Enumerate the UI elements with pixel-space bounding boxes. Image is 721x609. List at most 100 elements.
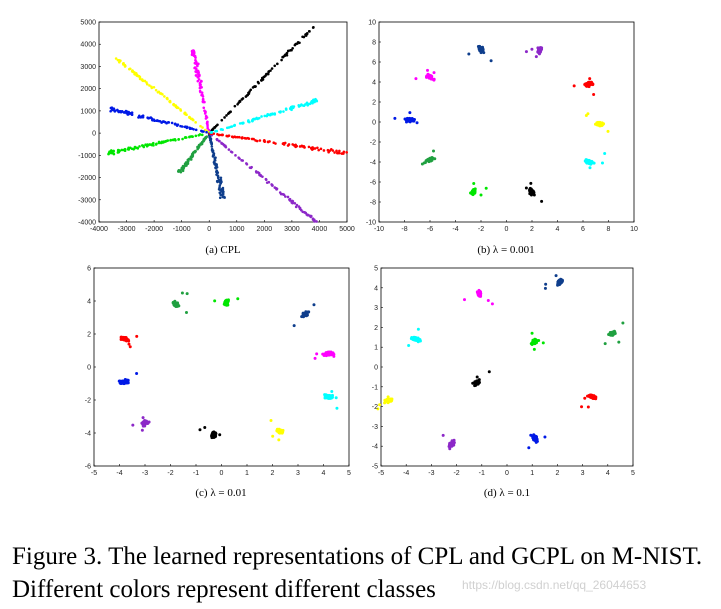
y-tick-labels: -5 -4 -3 -2 -1 0 1 2 3 4 5 — [372, 266, 383, 471]
y-tick-label: 4 — [374, 285, 378, 292]
point — [124, 64, 127, 68]
cluster-blue — [117, 371, 139, 386]
outlier-point — [450, 439, 454, 443]
y-tick-label: 0 — [87, 365, 91, 372]
outlier-point — [603, 342, 607, 346]
outlier-point — [226, 300, 230, 304]
subplot-label: (d) λ = 0.1 — [484, 487, 530, 499]
point — [227, 111, 231, 115]
point — [225, 126, 229, 130]
point — [265, 114, 269, 118]
point — [218, 133, 221, 137]
point — [267, 70, 270, 74]
point — [477, 380, 481, 384]
point — [280, 58, 283, 62]
point — [335, 149, 338, 153]
x-tick-labels: -5 -4 -3 -2 -1 0 1 2 3 4 5 — [378, 464, 635, 477]
outlier-point — [529, 433, 533, 437]
outlier-point — [541, 341, 545, 345]
y-tick-label: 5 — [374, 266, 378, 273]
point — [533, 436, 537, 440]
subplot-c: -5 -4 -3 -2 -1 0 1 2 3 4 5 -6 -4 -2 0 2 4 6 (c) λ = 0.01 — [85, 266, 351, 500]
point — [202, 106, 206, 110]
y-tick-label: 2 — [87, 332, 91, 339]
point — [426, 158, 430, 162]
point — [185, 113, 188, 117]
x-tick-label: 5000 — [339, 226, 355, 233]
point — [159, 92, 162, 95]
point — [172, 138, 175, 141]
x-tick-label: 3 — [581, 470, 585, 477]
point — [197, 78, 201, 81]
point — [322, 149, 326, 152]
outlier-point — [414, 77, 418, 81]
cluster-navy — [292, 303, 316, 328]
point — [304, 313, 308, 317]
outlier-point — [184, 310, 188, 314]
cluster-blue — [393, 111, 419, 125]
point — [431, 156, 435, 160]
point — [612, 329, 616, 333]
cluster-red — [572, 77, 596, 97]
outlier-point — [482, 51, 486, 55]
outlier-point — [315, 352, 319, 356]
point — [275, 188, 278, 191]
outlier-point — [588, 166, 592, 170]
point — [193, 150, 197, 154]
point — [184, 163, 187, 167]
y-tick-label: -2 — [372, 404, 378, 411]
point — [540, 47, 544, 51]
x-tick-label: -1000 — [173, 226, 191, 233]
outlier-point — [467, 52, 471, 56]
y-tick-label: 4 — [87, 299, 91, 306]
point — [240, 98, 244, 101]
y-tick-label: -4 — [370, 160, 376, 167]
y-tick-label: 0 — [372, 120, 376, 127]
point — [230, 135, 234, 139]
point — [319, 147, 323, 151]
point — [225, 134, 229, 138]
subplot-label: (b) λ = 0.001 — [477, 244, 534, 256]
point — [291, 143, 294, 146]
point — [560, 278, 564, 282]
point — [170, 121, 174, 125]
point — [138, 75, 142, 79]
point — [210, 145, 214, 148]
x-tick-label: 0 — [505, 470, 509, 477]
point — [147, 116, 151, 120]
x-tick-label: -4 — [403, 470, 409, 477]
point — [243, 136, 247, 140]
point — [128, 67, 131, 71]
x-tick-label: 1 — [530, 470, 534, 477]
point — [223, 116, 226, 119]
point — [247, 120, 251, 124]
point — [589, 161, 593, 165]
point — [218, 184, 222, 187]
point — [200, 129, 203, 133]
y-tick-label: 8 — [372, 40, 376, 47]
point — [537, 48, 541, 52]
point — [260, 115, 263, 118]
point — [333, 151, 336, 154]
point — [202, 100, 206, 104]
point — [195, 74, 198, 77]
point — [209, 139, 212, 142]
cluster-red — [580, 393, 598, 409]
point — [280, 431, 284, 435]
point — [264, 178, 268, 182]
cluster-red — [208, 132, 348, 155]
point — [383, 401, 387, 405]
x-tick-label: -3 — [428, 470, 434, 477]
point — [245, 94, 249, 97]
point — [125, 337, 129, 341]
point — [180, 125, 184, 128]
x-tick-labels: -4000 -3000 -2000 -1000 0 1000 2000 3000 4000 500… — [90, 220, 355, 233]
x-tick-label: -6 — [427, 226, 433, 233]
outlier-point — [527, 446, 531, 450]
cluster-navy — [467, 44, 493, 63]
point — [224, 144, 227, 148]
point — [150, 117, 154, 120]
x-tick-label: -4 — [116, 470, 122, 477]
x-tick-label: 0 — [505, 226, 509, 233]
y-tick-label: 1000 — [80, 108, 96, 115]
